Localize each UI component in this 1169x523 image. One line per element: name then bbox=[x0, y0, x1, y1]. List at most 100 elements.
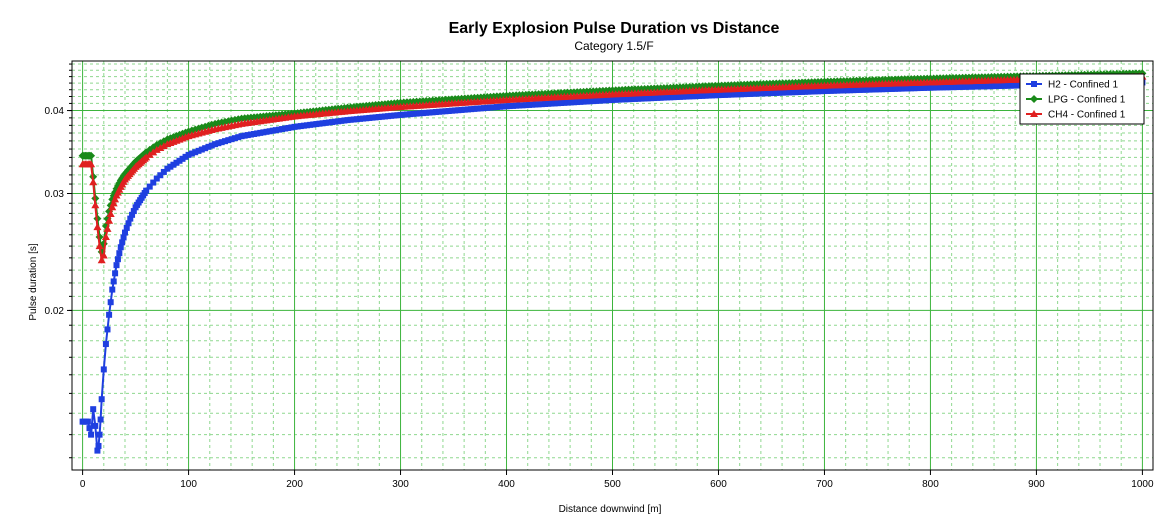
legend: H2 - Confined 1 LPG - Confined 1 CH4 - Con… bbox=[1019, 73, 1145, 125]
data-point bbox=[670, 94, 677, 101]
data-point bbox=[1031, 81, 1037, 87]
data-point bbox=[95, 442, 102, 449]
data-point bbox=[975, 83, 982, 90]
data-point bbox=[484, 104, 491, 111]
data-point bbox=[933, 84, 940, 91]
series-group bbox=[78, 69, 1147, 454]
data-point bbox=[603, 97, 610, 104]
data-point bbox=[225, 137, 232, 144]
data-point bbox=[381, 113, 388, 120]
data-point bbox=[157, 172, 164, 179]
data-point bbox=[310, 121, 317, 128]
data-point bbox=[102, 341, 109, 348]
data-point bbox=[160, 168, 167, 175]
data-point bbox=[208, 142, 215, 149]
data-point bbox=[551, 100, 558, 107]
data-point bbox=[391, 112, 398, 119]
data-point bbox=[567, 99, 574, 106]
data-point bbox=[185, 151, 192, 158]
data-point bbox=[587, 98, 594, 105]
data-point bbox=[927, 84, 934, 91]
data-point bbox=[101, 232, 110, 240]
data-point bbox=[859, 86, 866, 93]
data-point bbox=[599, 97, 606, 104]
data-point bbox=[879, 86, 886, 93]
data-point bbox=[676, 93, 683, 100]
data-point bbox=[545, 100, 552, 107]
data-point bbox=[988, 83, 995, 90]
data-point bbox=[882, 86, 889, 93]
data-point bbox=[837, 87, 844, 94]
data-point bbox=[316, 120, 323, 127]
data-point bbox=[590, 98, 597, 105]
data-point bbox=[542, 100, 549, 107]
x-tick-label: 0 bbox=[80, 479, 86, 490]
data-point bbox=[921, 84, 928, 91]
data-point bbox=[272, 127, 279, 134]
y-tick-label: 0.02 bbox=[45, 306, 65, 317]
data-point bbox=[319, 120, 326, 127]
data-point bbox=[503, 103, 510, 110]
data-point bbox=[856, 86, 863, 93]
data-point bbox=[247, 131, 254, 138]
data-point bbox=[680, 93, 687, 100]
data-point bbox=[423, 109, 430, 116]
data-point bbox=[497, 103, 504, 110]
legend-label: LPG - Confined 1 bbox=[1048, 95, 1126, 106]
data-point bbox=[959, 83, 966, 90]
data-point bbox=[664, 94, 671, 101]
data-point bbox=[904, 85, 911, 92]
data-point bbox=[114, 256, 121, 263]
data-point bbox=[972, 83, 979, 90]
data-point bbox=[789, 89, 796, 96]
data-point bbox=[322, 119, 329, 126]
data-point bbox=[937, 84, 944, 91]
data-point bbox=[737, 91, 744, 98]
data-point bbox=[300, 122, 307, 129]
data-point bbox=[109, 286, 116, 293]
data-point bbox=[429, 109, 436, 116]
chart-subtitle: Category 1.5/F bbox=[574, 39, 653, 53]
data-point bbox=[109, 199, 118, 207]
data-point bbox=[1030, 95, 1038, 103]
data-point bbox=[477, 105, 484, 112]
data-point bbox=[815, 88, 822, 95]
data-point bbox=[403, 111, 410, 118]
x-tick-label: 800 bbox=[922, 479, 939, 490]
data-point bbox=[1004, 82, 1011, 89]
data-point bbox=[831, 87, 838, 94]
data-point bbox=[757, 90, 764, 97]
data-point bbox=[750, 90, 757, 97]
data-point bbox=[1001, 82, 1008, 89]
data-point bbox=[622, 96, 629, 103]
data-point bbox=[843, 87, 850, 94]
data-point bbox=[458, 106, 465, 113]
data-point bbox=[439, 108, 446, 115]
data-point bbox=[87, 160, 96, 168]
data-point bbox=[718, 91, 725, 98]
data-point bbox=[709, 92, 716, 99]
data-point bbox=[285, 124, 292, 131]
data-point bbox=[471, 105, 478, 112]
data-point bbox=[95, 242, 104, 250]
data-point bbox=[313, 121, 320, 128]
data-point bbox=[86, 425, 93, 432]
data-point bbox=[325, 119, 332, 126]
x-tick-label: 300 bbox=[392, 479, 409, 490]
data-point bbox=[619, 96, 626, 103]
x-tick-label: 500 bbox=[604, 479, 621, 490]
data-point bbox=[689, 93, 696, 100]
data-point bbox=[827, 87, 834, 94]
legend-item: H2 - Confined 1 bbox=[1026, 80, 1118, 91]
data-point bbox=[721, 91, 728, 98]
data-point bbox=[561, 99, 568, 106]
data-point bbox=[107, 299, 114, 306]
data-point bbox=[105, 216, 114, 224]
data-point bbox=[235, 134, 242, 141]
data-point bbox=[644, 95, 651, 102]
data-point bbox=[328, 119, 335, 126]
data-point bbox=[153, 175, 160, 182]
data-point bbox=[911, 85, 918, 92]
data-point bbox=[120, 234, 127, 241]
x-tick-label: 1000 bbox=[1131, 479, 1154, 490]
